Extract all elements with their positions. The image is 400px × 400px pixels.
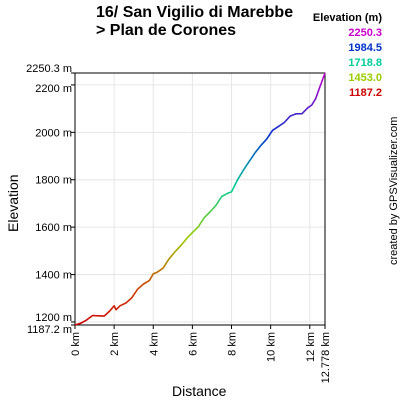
legend-item-upper: 1984.5: [348, 42, 382, 54]
x-tick-label: 0 km: [70, 332, 82, 356]
chart-title: 16/ San Vigilio di Marebbe > Plan de Cor…: [96, 4, 316, 40]
chart-title-line1: 16/ San Vigilio di Marebbe: [96, 4, 294, 21]
x-tick-label: 10 km: [266, 332, 278, 362]
legend: Elevation (m) 2250.3 1984.5 1718.8 1453.…: [306, 12, 382, 101]
axes: 0 km 2 km 4 km 6 km 8 km 10 km 12 km 12.778 km 1…: [26, 63, 332, 383]
chart-title-line2: > Plan de Corones: [96, 22, 237, 39]
y-tick-label: 1187.2 m: [27, 324, 72, 336]
x-tick-label: 12 km: [305, 332, 317, 362]
x-tick-label: 8 km: [227, 332, 239, 356]
y-tick-label: 1800 m: [35, 175, 72, 187]
y-tick-label: 1200 m: [35, 312, 72, 324]
elevation-line: [74, 72, 326, 326]
plot-area: [74, 72, 326, 326]
x-tick-label: 12.778 km: [320, 332, 332, 383]
x-axis-label: Distance: [172, 383, 227, 399]
legend-item-lower: 1453.0: [348, 72, 382, 84]
y-tick-label: 2250.3 m: [26, 63, 72, 75]
x-tick-label: 2 km: [109, 332, 121, 356]
x-tick-label: 4 km: [148, 332, 160, 356]
legend-item-min: 1187.2: [348, 87, 382, 99]
y-tick-label: 1400 m: [35, 270, 72, 282]
y-tick-label: 2200 m: [35, 83, 72, 95]
y-tick-label: 2000 m: [35, 127, 72, 139]
y-tick-label: 1600 m: [35, 222, 72, 234]
legend-title: Elevation (m): [312, 12, 382, 24]
legend-item-max: 2250.3: [348, 27, 382, 39]
grid: [74, 72, 326, 326]
x-tick-label: 6 km: [187, 332, 199, 356]
legend-item-mid: 1718.8: [348, 57, 382, 69]
